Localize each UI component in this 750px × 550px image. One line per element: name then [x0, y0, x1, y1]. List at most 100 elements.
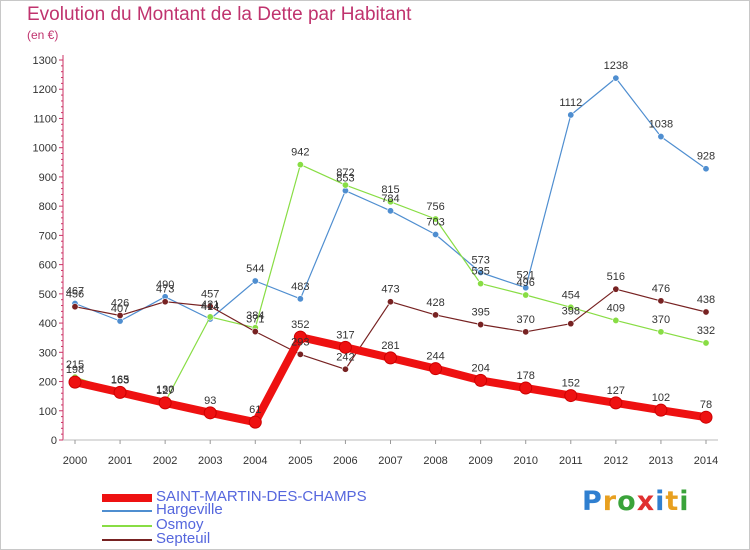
data-label: 371 [246, 314, 264, 326]
x-tick-label: 2001 [108, 455, 132, 467]
legend-label: Hargeville [156, 501, 223, 518]
data-label: 544 [246, 263, 264, 275]
data-point [522, 328, 530, 336]
data-label: 483 [291, 281, 309, 293]
data-label: 244 [426, 351, 444, 363]
x-tick-label: 2013 [649, 455, 673, 467]
logo-letter: r [602, 486, 618, 517]
legend-label: Septeuil [156, 530, 211, 547]
data-label: 490 [156, 279, 174, 291]
data-label: 853 [336, 173, 354, 185]
data-point [71, 303, 79, 311]
y-tick-label: 600 [39, 260, 57, 272]
data-point [699, 410, 713, 424]
data-point [203, 406, 217, 420]
data-point [296, 295, 304, 303]
data-label: 352 [291, 319, 309, 331]
data-label: 409 [607, 302, 625, 314]
data-point [248, 415, 262, 429]
data-point [161, 298, 169, 306]
data-point [296, 161, 304, 169]
x-tick-label: 2005 [288, 455, 312, 467]
data-label: 1112 [559, 97, 582, 109]
data-label: 784 [381, 193, 399, 205]
data-label: 152 [562, 378, 580, 390]
data-label: 293 [291, 336, 309, 348]
data-point [612, 74, 620, 82]
data-point [702, 339, 710, 347]
legend-label: Osmoy [156, 516, 204, 533]
y-tick-label: 100 [39, 406, 57, 418]
data-point [113, 385, 127, 399]
x-tick-label: 2003 [198, 455, 222, 467]
data-label: 332 [697, 325, 715, 337]
data-point [386, 207, 394, 215]
data-label: 703 [426, 217, 444, 229]
x-tick-label: 2004 [243, 455, 267, 467]
y-tick-label: 0 [51, 435, 57, 447]
data-point [564, 389, 578, 403]
data-label: 398 [562, 306, 580, 318]
data-point [338, 340, 352, 354]
x-tick-label: 2007 [378, 455, 402, 467]
data-point [522, 291, 530, 299]
data-label: 1238 [604, 60, 628, 72]
legend-swatch [102, 494, 152, 502]
data-label: 535 [471, 266, 489, 278]
x-tick-label: 2002 [153, 455, 177, 467]
legend-swatch [102, 510, 152, 512]
data-point [116, 311, 124, 319]
data-point [477, 321, 485, 329]
data-point [206, 302, 214, 310]
series-layer [68, 74, 713, 429]
x-tick-label: 2010 [513, 455, 537, 467]
y-tick-label: 1000 [33, 143, 57, 155]
legend-swatch [102, 525, 152, 527]
data-point [386, 198, 394, 206]
y-tick-label: 300 [39, 347, 57, 359]
data-point [657, 297, 665, 305]
data-label: 407 [111, 303, 129, 315]
data-label: 215 [66, 359, 84, 371]
data-point [702, 308, 710, 316]
data-label: 163 [111, 374, 129, 386]
data-label: 165 [111, 374, 129, 386]
legend-swatch [102, 539, 152, 541]
x-tick-label: 2009 [468, 455, 492, 467]
data-label: 421 [201, 299, 219, 311]
logo-letter: o [617, 486, 637, 517]
data-label: 281 [381, 340, 399, 352]
data-label: 467 [66, 285, 84, 297]
data-label: 928 [697, 151, 715, 163]
logo-letter: i [655, 486, 666, 517]
data-label: 428 [426, 297, 444, 309]
data-label: 102 [652, 392, 670, 404]
data-label: 476 [652, 283, 670, 295]
data-label: 496 [517, 277, 535, 289]
data-label: 815 [381, 184, 399, 196]
data-label: 942 [291, 147, 309, 159]
series-osmoy [71, 161, 710, 406]
data-point [657, 328, 665, 336]
data-point [519, 381, 533, 395]
data-point [474, 373, 488, 387]
data-point [654, 403, 668, 417]
series-saint-martin-des-champs [68, 330, 713, 429]
data-point [702, 165, 710, 173]
data-point [432, 215, 440, 223]
data-point [158, 396, 172, 410]
x-tick-label: 2012 [604, 455, 628, 467]
data-label: 317 [336, 329, 354, 341]
y-tick-label: 800 [39, 201, 57, 213]
data-label: 78 [700, 399, 712, 411]
data-point [384, 351, 397, 365]
y-tick-label: 1200 [33, 84, 57, 96]
data-label: 573 [471, 255, 489, 267]
data-label: 438 [697, 294, 715, 306]
data-label: 456 [66, 289, 84, 301]
data-label: 61 [249, 404, 261, 416]
data-label: 127 [156, 385, 174, 397]
data-point [477, 269, 485, 277]
